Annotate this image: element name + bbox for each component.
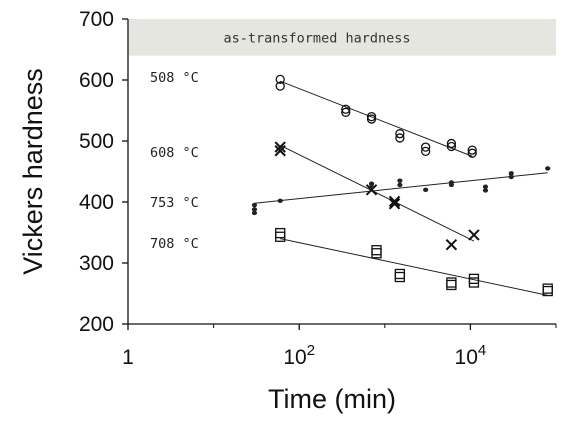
marker-508C (275, 81, 285, 91)
marker-753C (482, 188, 489, 193)
fit-line-508C (280, 80, 473, 157)
x-tick-label: 102 (283, 342, 315, 369)
marker-608C (274, 145, 286, 157)
data-markers (251, 74, 553, 297)
marker-708C (468, 277, 480, 288)
y-tick-label: 200 (79, 313, 114, 336)
marker-508C (366, 111, 377, 122)
y-tick-label: 400 (79, 191, 114, 214)
marker-708C (446, 279, 457, 291)
as-transformed-band: as-transformed hardness (129, 19, 556, 56)
marker-753C (397, 182, 403, 188)
series-labels: 508 °C 608 °C 753 °C 708 °C (150, 70, 199, 252)
marker-608C (445, 238, 458, 251)
marker-608C (274, 141, 286, 153)
fit-line-708C (280, 238, 548, 296)
series-label-508C: 508 °C (150, 70, 199, 86)
marker-753C (482, 184, 489, 189)
marker-608C (468, 229, 480, 241)
y-tick-label: 300 (79, 252, 114, 275)
marker-508C (420, 142, 431, 152)
marker-753C (397, 178, 403, 183)
series-label-753C: 753 °C (150, 195, 199, 211)
marker-753C (368, 181, 375, 186)
as-transformed-band-label: as-transformed hardness (224, 30, 411, 46)
marker-508C (446, 141, 457, 152)
marker-753C (423, 187, 429, 192)
marker-608C (388, 198, 401, 210)
marker-753C (545, 166, 551, 171)
fit-lines (254, 80, 548, 296)
y-tick-label: 600 (79, 69, 114, 92)
marker-708C (542, 283, 553, 294)
y-tick-label: 700 (79, 8, 114, 31)
x-axis-title: Time (min) (268, 384, 396, 414)
series-label-708C: 708 °C (150, 236, 199, 252)
marker-508C (467, 145, 477, 155)
series-label-608C: 608 °C (150, 145, 199, 161)
marker-708C (371, 248, 382, 259)
marker-708C (394, 268, 406, 280)
marker-753C (448, 182, 455, 188)
marker-508C (366, 114, 377, 124)
as-transformed-band-fill (129, 19, 556, 56)
marker-753C (508, 174, 514, 180)
marker-508C (420, 146, 431, 157)
marker-708C (275, 231, 286, 242)
fit-line-753C (254, 172, 548, 204)
marker-753C (368, 184, 375, 189)
marker-753C (251, 210, 258, 216)
marker-708C (542, 285, 553, 297)
marker-708C (275, 227, 286, 239)
marker-708C (394, 271, 406, 283)
axes: 200 300 400 500 600 700 1 102 104 (79, 8, 557, 369)
marker-753C (251, 207, 258, 212)
marker-608C (388, 195, 401, 208)
marker-708C (371, 245, 382, 256)
y-tick-label: 500 (79, 130, 114, 153)
marker-508C (341, 107, 351, 117)
marker-753C (277, 198, 283, 203)
marker-708C (446, 277, 457, 288)
marker-508C (395, 129, 405, 139)
fit-line-608C (279, 144, 475, 242)
marker-508C (446, 138, 457, 149)
marker-508C (395, 133, 405, 143)
marker-753C (251, 202, 258, 208)
marker-508C (467, 148, 477, 158)
marker-753C (508, 171, 514, 176)
marker-508C (275, 74, 285, 85)
marker-608C (365, 184, 378, 196)
y-axis-title: Vickers hardness (18, 68, 48, 275)
x-tick-label: 104 (455, 342, 487, 369)
x-tick-label: 1 (122, 346, 134, 369)
marker-508C (341, 104, 351, 114)
